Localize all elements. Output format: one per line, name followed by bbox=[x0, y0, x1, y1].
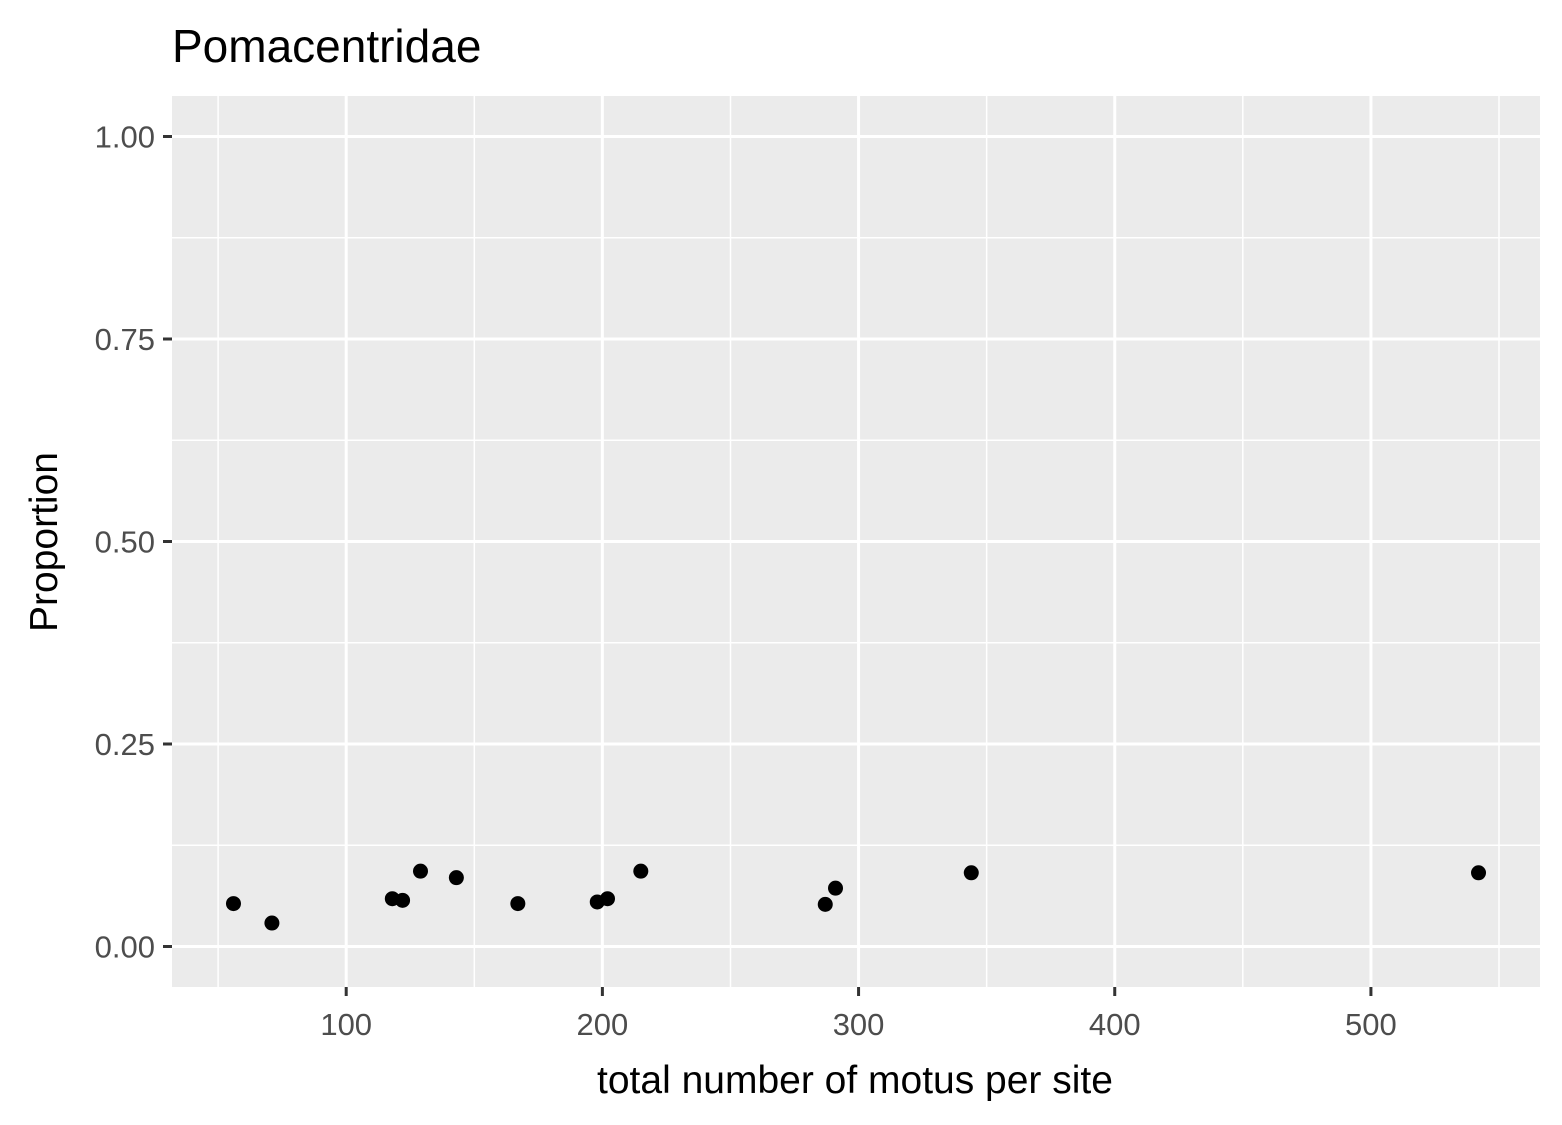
x-tick-label: 400 bbox=[1089, 1007, 1141, 1042]
y-tick-label: 0.50 bbox=[95, 525, 155, 560]
data-point bbox=[448, 870, 464, 886]
x-tick-label: 200 bbox=[577, 1007, 629, 1042]
x-axis: 100 200 300 400 500 bbox=[320, 987, 1397, 1042]
x-axis-title: total number of motus per site bbox=[597, 1059, 1113, 1102]
x-tick-label: 100 bbox=[320, 1007, 372, 1042]
data-point bbox=[264, 915, 280, 931]
y-axis: 0.00 0.25 0.50 0.75 1.00 bbox=[95, 120, 172, 965]
y-tick-label: 0.75 bbox=[95, 322, 155, 357]
data-point bbox=[633, 863, 649, 879]
y-axis-title: Proportion bbox=[23, 452, 66, 632]
data-point bbox=[1471, 865, 1487, 881]
data-point bbox=[600, 891, 616, 907]
data-point bbox=[412, 863, 428, 879]
data-points bbox=[225, 863, 1487, 931]
major-gridlines bbox=[172, 96, 1540, 987]
data-point bbox=[510, 896, 526, 912]
data-point bbox=[225, 896, 241, 912]
data-point bbox=[395, 892, 411, 908]
y-tick-label: 1.00 bbox=[95, 120, 155, 155]
y-tick-label: 0.00 bbox=[95, 930, 155, 965]
x-tick-label: 300 bbox=[833, 1007, 885, 1042]
chart-title: Pomacentridae bbox=[172, 20, 481, 72]
data-point bbox=[963, 865, 979, 881]
y-tick-label: 0.25 bbox=[95, 727, 155, 762]
data-point bbox=[817, 896, 833, 912]
data-point bbox=[828, 880, 844, 896]
x-tick-label: 500 bbox=[1345, 1007, 1397, 1042]
